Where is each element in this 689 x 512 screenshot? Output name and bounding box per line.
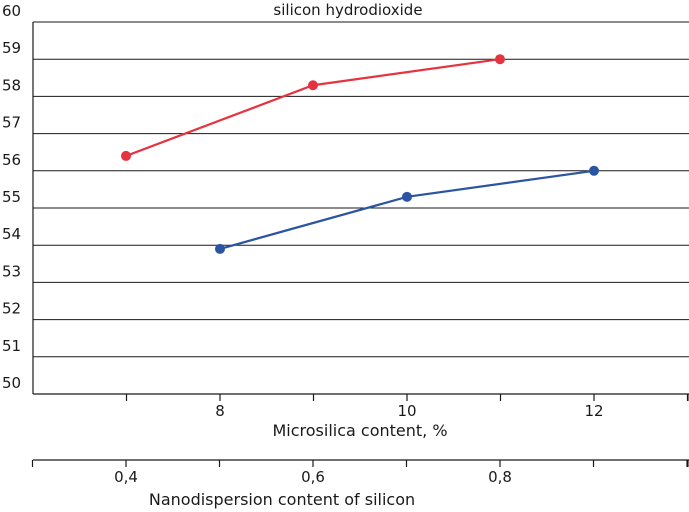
y-tick-label: 51 bbox=[2, 337, 21, 355]
y-tick-label: 53 bbox=[2, 262, 21, 280]
x-tick-label: 10 bbox=[397, 402, 416, 420]
data-point bbox=[215, 243, 225, 254]
x-tick-label: 8 bbox=[215, 402, 225, 420]
y-tick-label: 55 bbox=[2, 188, 21, 206]
nanodispersion-axis: 0,4 0,6 0,8 bbox=[31, 459, 689, 486]
series-line-1 bbox=[219, 169, 595, 250]
y-tick-label: 59 bbox=[2, 39, 21, 57]
x-tick-label: 0,8 bbox=[488, 468, 512, 486]
microsilica-axis-label: Microsilica content, % bbox=[272, 421, 447, 440]
y-tick-label: 57 bbox=[2, 114, 21, 132]
x-tick-label: 12 bbox=[584, 402, 603, 420]
y-tick-label: 58 bbox=[2, 76, 21, 94]
x-tick-label: 0,4 bbox=[114, 468, 138, 486]
data-point bbox=[495, 54, 505, 65]
series-line-0 bbox=[125, 58, 501, 157]
chart-title: silicon hydrodioxide bbox=[273, 1, 422, 19]
data-point bbox=[308, 80, 318, 91]
y-tick-label: 54 bbox=[2, 225, 21, 243]
y-axis-ticks: 50 51 52 53 54 55 56 57 58 59 60 bbox=[2, 2, 21, 392]
y-tick-label: 52 bbox=[2, 300, 21, 318]
y-tick-label: 60 bbox=[2, 2, 21, 20]
data-point bbox=[121, 150, 131, 161]
x-tick-label: 0,6 bbox=[301, 468, 325, 486]
microsilica-axis: 8 10 12 bbox=[33, 393, 689, 420]
y-tick-label: 50 bbox=[2, 374, 21, 392]
gridlines bbox=[33, 21, 689, 395]
data-point bbox=[402, 191, 412, 202]
data-series bbox=[121, 54, 599, 254]
nanodispersion-axis-label: Nanodispersion content of silicon bbox=[149, 490, 415, 509]
data-point bbox=[589, 165, 599, 176]
y-tick-label: 56 bbox=[2, 151, 21, 169]
